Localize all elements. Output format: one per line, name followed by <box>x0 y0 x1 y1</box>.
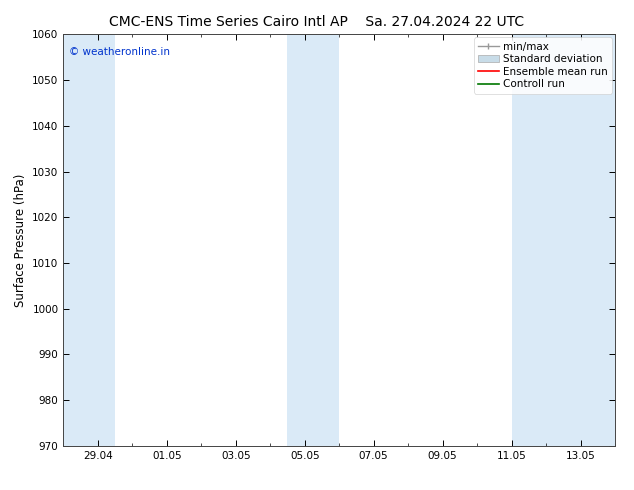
Y-axis label: Surface Pressure (hPa): Surface Pressure (hPa) <box>14 173 27 307</box>
Bar <box>512 34 615 446</box>
Text: © weatheronline.in: © weatheronline.in <box>69 47 170 57</box>
Legend: min/max, Standard deviation, Ensemble mean run, Controll run: min/max, Standard deviation, Ensemble me… <box>474 37 612 94</box>
Bar <box>287 34 339 446</box>
Bar <box>63 34 115 446</box>
Text: CMC-ENS Time Series Cairo Intl AP    Sa. 27.04.2024 22 UTC: CMC-ENS Time Series Cairo Intl AP Sa. 27… <box>110 15 524 29</box>
